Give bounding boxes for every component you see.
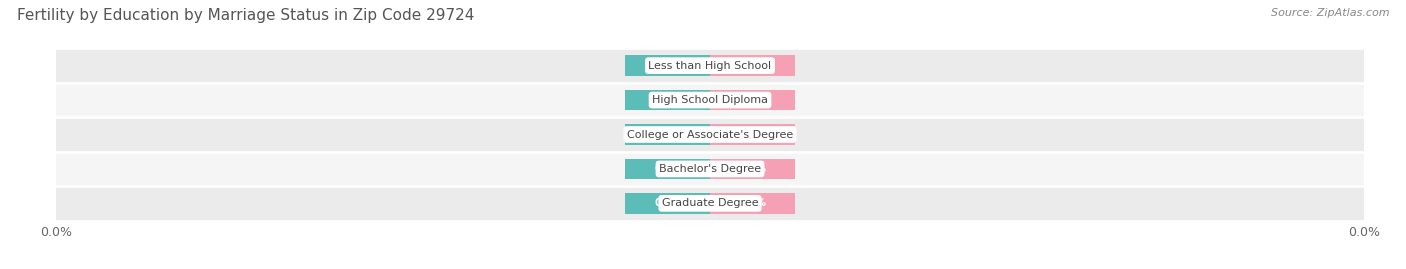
Bar [710, 124, 794, 145]
Text: High School Diploma: High School Diploma [652, 95, 768, 105]
Bar [626, 159, 710, 179]
Bar [626, 193, 710, 214]
Bar [56, 83, 1364, 117]
Text: Fertility by Education by Marriage Status in Zip Code 29724: Fertility by Education by Marriage Statu… [17, 8, 474, 23]
Text: College or Associate's Degree: College or Associate's Degree [627, 129, 793, 140]
Text: 0.0%: 0.0% [740, 95, 766, 105]
Text: Graduate Degree: Graduate Degree [662, 198, 758, 208]
Text: Bachelor's Degree: Bachelor's Degree [659, 164, 761, 174]
Bar [56, 117, 1364, 152]
Bar [710, 159, 794, 179]
Text: Source: ZipAtlas.com: Source: ZipAtlas.com [1271, 8, 1389, 18]
Bar [56, 152, 1364, 186]
Text: Less than High School: Less than High School [648, 61, 772, 71]
Bar [56, 48, 1364, 83]
Bar [626, 55, 710, 76]
Bar [710, 193, 794, 214]
Text: 0.0%: 0.0% [740, 61, 766, 71]
Text: 0.0%: 0.0% [654, 129, 681, 140]
Text: 0.0%: 0.0% [740, 198, 766, 208]
Bar [626, 90, 710, 110]
Text: 0.0%: 0.0% [740, 129, 766, 140]
Text: 0.0%: 0.0% [654, 164, 681, 174]
Bar [710, 90, 794, 110]
Text: 0.0%: 0.0% [654, 198, 681, 208]
Text: 0.0%: 0.0% [740, 164, 766, 174]
Text: 0.0%: 0.0% [654, 95, 681, 105]
Bar [710, 55, 794, 76]
Bar [56, 186, 1364, 221]
Bar [626, 124, 710, 145]
Text: 0.0%: 0.0% [654, 61, 681, 71]
